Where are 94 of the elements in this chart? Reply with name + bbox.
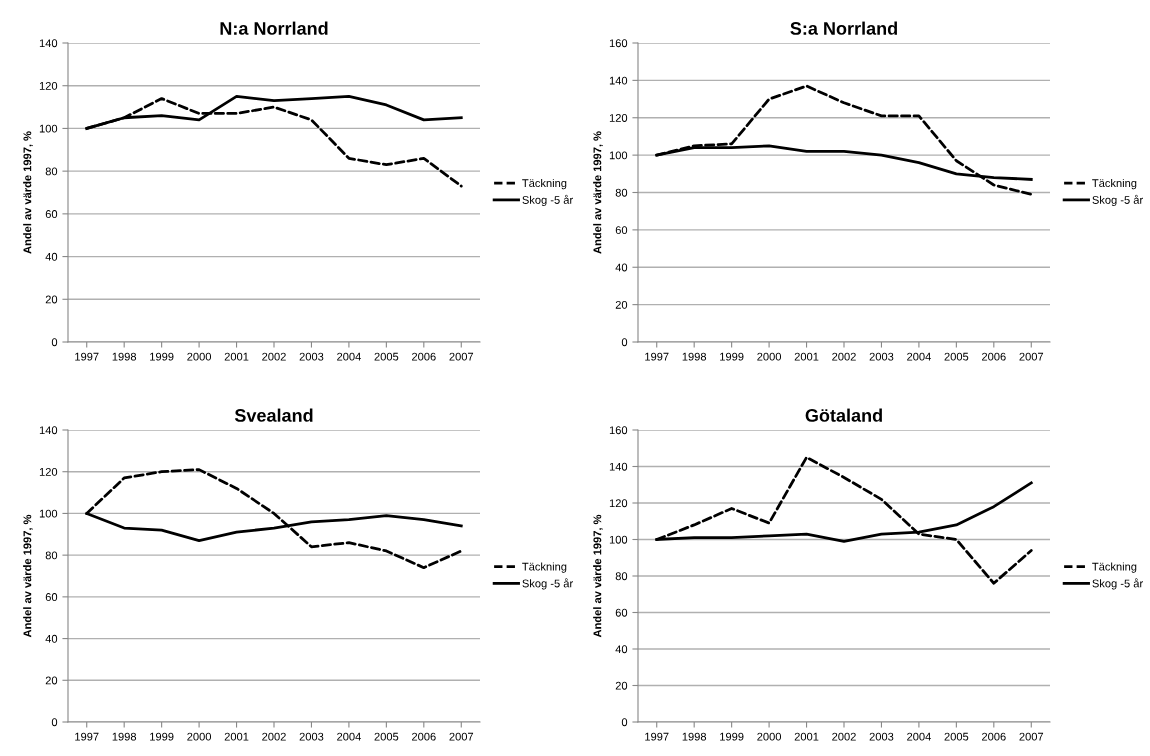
y-axis-title: Andel av värde 1997, %	[593, 514, 603, 638]
x-tick-label: 2007	[1019, 352, 1044, 361]
y-tick-label: 60	[45, 593, 58, 601]
x-tick-label: 2001	[794, 352, 819, 361]
y-tick-label: 140	[39, 39, 58, 48]
x-tick-label: 2005	[944, 732, 969, 741]
x-tick-label: 2002	[832, 732, 856, 741]
x-tick-label: 2006	[412, 352, 436, 361]
legend-label: Skog -5 år	[522, 194, 573, 207]
x-tick-label: 2004	[337, 352, 361, 361]
y-tick-label: 120	[609, 499, 628, 508]
x-tick-label: 2000	[757, 352, 782, 361]
legend-label: Täckning	[522, 178, 567, 190]
x-tick-label: 1997	[645, 352, 669, 361]
y-axis-title: Andel av värde 1997, %	[23, 131, 33, 254]
y-tick-label: 40	[615, 263, 628, 272]
x-tick-label: 2004	[907, 352, 931, 361]
x-tick-label: 2005	[374, 732, 399, 741]
y-tick-label: 160	[609, 426, 628, 435]
x-tick-label: 1999	[150, 352, 174, 361]
y-tick-label: 100	[39, 509, 58, 518]
x-tick-label: 2003	[869, 352, 894, 361]
x-tick-label: 2007	[1019, 732, 1044, 741]
x-tick-label: 2003	[299, 732, 324, 741]
y-tick-label: 120	[39, 467, 58, 476]
x-tick-label: 2003	[299, 352, 324, 361]
y-tick-label: 60	[615, 608, 628, 617]
y-tick-label: 140	[39, 426, 58, 435]
chart-title: N:a Norrland	[220, 21, 328, 35]
x-tick-label: 2005	[944, 352, 969, 361]
y-tick-label: 20	[45, 676, 58, 685]
x-tick-label: 2002	[262, 352, 286, 361]
y-tick-label: 100	[609, 535, 628, 544]
y-tick-label: 40	[45, 634, 58, 643]
x-tick-label: 1997	[75, 352, 99, 361]
x-tick-label: 2003	[869, 732, 894, 741]
legend-label: Täckning	[1092, 562, 1137, 573]
x-tick-label: 2001	[794, 732, 819, 741]
x-tick-label: 2007	[449, 732, 474, 741]
y-tick-label: 140	[609, 462, 628, 471]
x-tick-label: 2006	[412, 732, 436, 741]
x-tick-label: 1999	[150, 732, 174, 741]
y-tick-label: 40	[615, 645, 628, 654]
y-tick-label: 80	[615, 572, 628, 581]
x-tick-label: 2002	[262, 732, 286, 741]
x-tick-label: 1998	[112, 352, 137, 361]
chart-title: Götaland	[805, 408, 882, 422]
y-tick-label: 20	[45, 295, 58, 304]
y-axis-title: Andel av värde 1997, %	[23, 514, 33, 638]
y-tick-label: 40	[45, 252, 58, 261]
y-tick-label: 120	[39, 81, 58, 90]
x-tick-label: 2001	[224, 732, 249, 741]
x-tick-label: 1998	[682, 352, 707, 361]
legend-label: Skog -5 år	[1092, 578, 1143, 590]
x-tick-label: 2005	[374, 352, 399, 361]
y-tick-label: 80	[615, 188, 628, 197]
y-tick-label: 0	[51, 718, 58, 727]
legend-label: Skog -5 år	[1092, 194, 1143, 207]
y-tick-label: 20	[615, 681, 628, 690]
x-tick-label: 2006	[982, 732, 1006, 741]
x-tick-label: 1998	[682, 732, 707, 741]
x-tick-label: 2004	[337, 732, 361, 741]
y-tick-label: 20	[615, 300, 628, 309]
x-tick-label: 2000	[187, 352, 212, 361]
y-tick-label: 0	[621, 718, 628, 727]
y-tick-label: 60	[615, 226, 628, 235]
x-tick-label: 2001	[224, 352, 249, 361]
x-tick-label: 1999	[720, 352, 744, 361]
y-tick-label: 120	[609, 114, 628, 122]
y-tick-label: 160	[609, 39, 628, 48]
legend-label: Skog -5 år	[522, 578, 573, 590]
x-tick-label: 2000	[187, 732, 212, 741]
x-tick-label: 2000	[757, 732, 782, 741]
x-tick-label: 1997	[75, 732, 99, 741]
y-axis-title: Andel av värde 1997, %	[593, 131, 603, 254]
chart-title: S:a Norrland	[790, 21, 897, 35]
y-tick-label: 100	[39, 124, 58, 133]
y-tick-label: 80	[45, 167, 58, 176]
x-tick-label: 1997	[645, 732, 669, 741]
x-tick-label: 2002	[832, 352, 856, 361]
legend-label: Täckning	[1092, 178, 1137, 190]
legend-label: Täckning	[522, 562, 567, 573]
x-tick-label: 1998	[112, 732, 137, 741]
y-tick-label: 140	[609, 76, 628, 85]
x-tick-label: 1999	[720, 732, 744, 741]
y-tick-label: 60	[45, 210, 58, 218]
y-tick-label: 0	[621, 338, 628, 347]
x-tick-label: 2007	[449, 352, 474, 361]
x-tick-label: 2006	[982, 352, 1006, 361]
chart-title: Svealand	[234, 408, 313, 422]
x-tick-label: 2004	[907, 732, 931, 741]
y-tick-label: 100	[609, 151, 628, 160]
y-tick-label: 0	[51, 338, 58, 347]
y-tick-label: 80	[45, 551, 58, 560]
